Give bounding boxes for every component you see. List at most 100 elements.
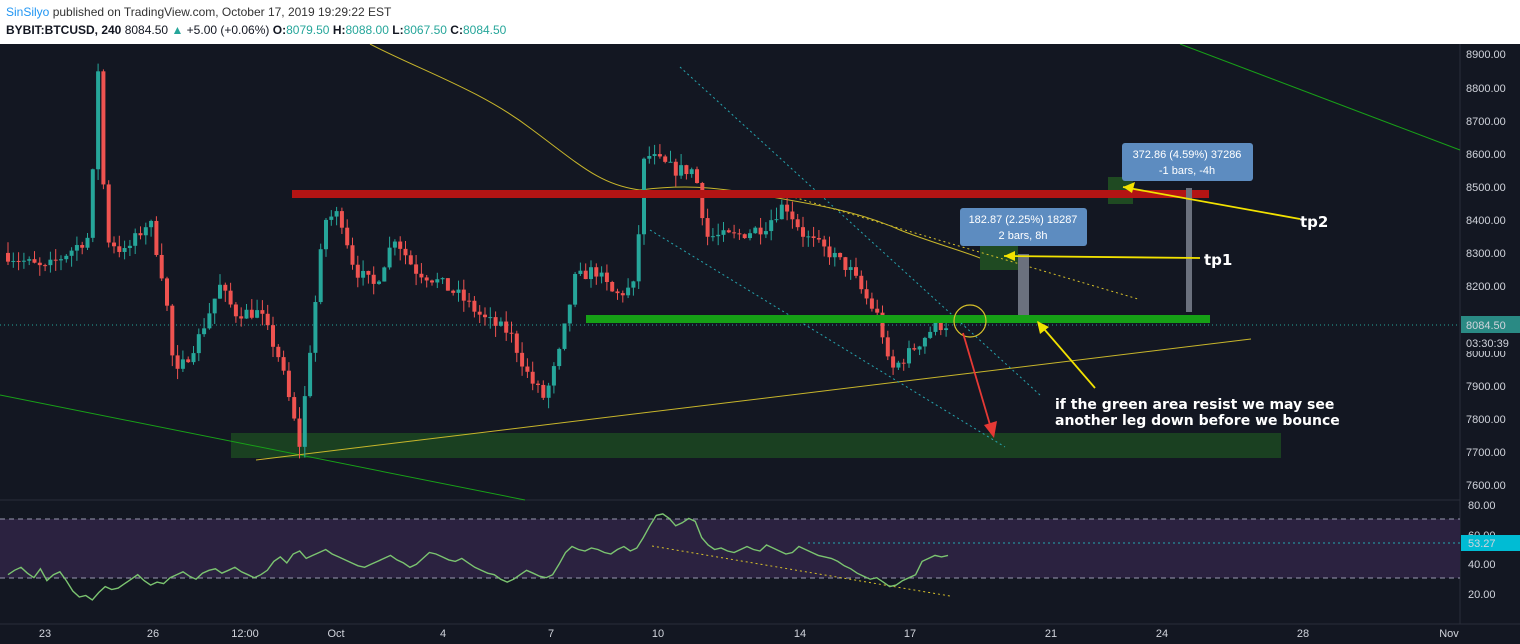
descending-wedge-line[interactable] <box>789 195 1139 300</box>
candle-body <box>90 169 95 238</box>
resistance-level[interactable] <box>292 190 1209 198</box>
open-value: 8079.50 <box>286 23 330 37</box>
candle-body <box>498 321 503 326</box>
breakout-circle <box>953 304 987 338</box>
candle-body <box>366 270 371 275</box>
candle-body <box>207 313 212 329</box>
candle-body <box>96 71 101 170</box>
candle-body <box>16 260 21 262</box>
candle-body <box>557 348 562 367</box>
rising-support-line[interactable] <box>255 338 1252 461</box>
candle-body <box>933 321 938 332</box>
chart-canvas[interactable]: 372.86 (4.59%) 37286 -1 bars, -4h 182.87… <box>0 44 1520 644</box>
candle-body <box>21 260 26 262</box>
candle-body <box>854 267 858 276</box>
tp2-arrow-head-icon <box>1123 182 1135 193</box>
candle-body <box>663 156 668 162</box>
tp2-measure-label: 372.86 (4.59%) 37286 <box>1133 149 1242 161</box>
high-label: H: <box>332 23 346 37</box>
candle-body <box>419 273 424 278</box>
candle-body <box>80 245 85 248</box>
candle-body <box>127 245 132 249</box>
time-tick-label: 21 <box>1045 628 1057 640</box>
candle-body <box>339 211 344 228</box>
tp1-measure-sub: 2 bars, 8h <box>999 230 1048 242</box>
candle-body <box>392 241 397 248</box>
candle-body <box>451 290 456 293</box>
candle-body <box>668 161 673 163</box>
candle-body <box>175 355 180 369</box>
channel-lower-line[interactable] <box>649 229 1006 448</box>
candle-body <box>377 281 381 284</box>
candle-body <box>583 270 588 280</box>
candle-body <box>695 169 699 184</box>
candle-body <box>562 323 567 349</box>
candle-body <box>292 397 297 419</box>
candle-body <box>869 298 874 309</box>
candle-body <box>483 314 487 318</box>
candle-body <box>864 289 869 299</box>
support-level[interactable] <box>586 315 1210 323</box>
channel-upper-line[interactable] <box>679 66 1041 396</box>
candle-body <box>742 234 747 239</box>
candle-body <box>795 219 800 228</box>
time-tick-label: 28 <box>1297 628 1309 640</box>
candle-body <box>334 211 339 217</box>
price-tick-label: 7900.00 <box>1466 381 1506 393</box>
candle-body <box>112 242 116 247</box>
tp1-measure-bar <box>1018 254 1029 315</box>
candle-body <box>297 418 302 447</box>
candle-body <box>610 281 615 292</box>
lower-trendline[interactable] <box>0 394 526 501</box>
candle-body <box>885 337 890 357</box>
publish-line: SinSilyo published on TradingView.com, O… <box>6 5 391 19</box>
candle-body <box>599 272 604 277</box>
candle-body <box>117 246 122 252</box>
tp1-measurement-box[interactable]: 182.87 (2.25%) 18287 2 bars, 8h <box>960 208 1087 246</box>
candle-body <box>679 165 684 176</box>
candle-body <box>143 227 148 236</box>
candle-body <box>371 274 376 284</box>
candle-body <box>838 252 843 258</box>
candle-body <box>917 346 922 350</box>
rsi-line[interactable] <box>7 513 949 601</box>
candle-body <box>244 309 249 319</box>
rsi-band <box>0 519 1460 578</box>
symbol-label[interactable]: BYBIT:BTCUSD, 240 <box>6 23 122 37</box>
candle-body <box>716 234 721 237</box>
candle-body <box>228 290 233 305</box>
upper-trendline[interactable] <box>1179 44 1461 151</box>
tp2-label: tp2 <box>1300 213 1328 231</box>
price-tick-label: 7700.00 <box>1466 447 1506 459</box>
candle-body <box>891 356 896 368</box>
last-price-badge: 8084.50 <box>1461 316 1520 333</box>
author-link[interactable]: SinSilyo <box>6 5 50 19</box>
moving-average-line[interactable] <box>369 44 981 259</box>
low-value: 8067.50 <box>403 23 447 37</box>
candle-body <box>170 305 175 356</box>
price-tick-label: 8500.00 <box>1466 182 1506 194</box>
candle-body <box>652 154 657 156</box>
candle-body <box>456 289 461 293</box>
tp1-label: tp1 <box>1204 251 1232 269</box>
last-price: 8084.50 <box>124 23 169 37</box>
candle-body <box>74 245 79 251</box>
demand-zone[interactable] <box>231 433 1281 458</box>
candle-body <box>53 259 58 261</box>
note-line-2: another leg down before we bounce <box>1055 413 1340 429</box>
candle-body <box>180 359 185 369</box>
tp2-measure-bar <box>1186 188 1192 312</box>
close-label: C: <box>450 23 463 37</box>
candle-body <box>408 255 413 265</box>
down-arrow-head-icon <box>984 421 997 438</box>
candle-body <box>769 220 774 232</box>
tp2-measurement-box[interactable]: 372.86 (4.59%) 37286 -1 bars, -4h <box>1122 143 1253 181</box>
candlestick-series[interactable] <box>6 63 949 459</box>
candle-body <box>260 310 265 314</box>
time-tick-label: 26 <box>147 628 159 640</box>
candle-body <box>11 260 16 262</box>
rsi-value-tag: 53.27 <box>1468 538 1496 550</box>
ohlc-line: BYBIT:BTCUSD, 240 8084.50 ▲ +5.00 (+0.06… <box>6 23 506 37</box>
candle-body <box>308 352 313 397</box>
candle-body <box>816 238 821 240</box>
